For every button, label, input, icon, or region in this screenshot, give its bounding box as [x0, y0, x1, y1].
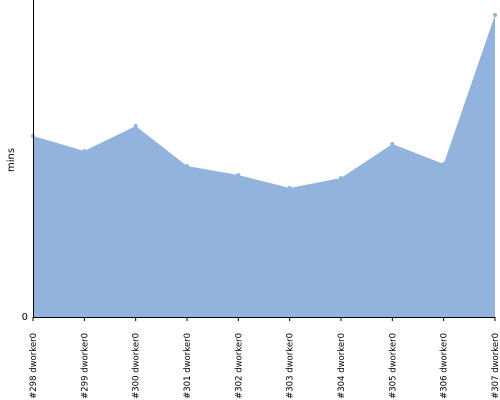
x-tick-label: #307 dworker0: [491, 333, 500, 399]
y-axis-label: mins: [6, 148, 17, 172]
data-point: [185, 164, 189, 168]
x-tick-label: #300 dworker0: [132, 333, 142, 399]
x-tick-label: #306 dworker0: [440, 333, 450, 399]
x-tick-label: #302 dworker0: [234, 333, 244, 399]
y-tick-labels: 0: [22, 312, 28, 323]
data-point: [339, 176, 343, 180]
data-point: [441, 162, 446, 166]
x-tick-label: #304 dworker0: [337, 333, 347, 399]
series-area: [33, 15, 495, 317]
x-tick-label: #301 dworker0: [183, 333, 193, 399]
data-point: [236, 173, 241, 177]
plot-area: [31, 13, 497, 317]
x-tick-labels: #298 dworker0 #299 dworker0 #300 dworker0 #…: [29, 317, 500, 399]
y-tick-label: 0: [22, 312, 28, 323]
data-point: [133, 124, 138, 128]
x-tick-label: #303 dworker0: [286, 333, 296, 399]
data-point: [287, 186, 292, 190]
data-point: [390, 142, 395, 146]
x-tick-label: #298 dworker0: [29, 333, 39, 399]
x-tick-label: #299 dworker0: [80, 333, 90, 399]
data-point: [493, 13, 497, 17]
data-point: [82, 149, 87, 153]
x-tick-label: #305 dworker0: [388, 333, 398, 399]
